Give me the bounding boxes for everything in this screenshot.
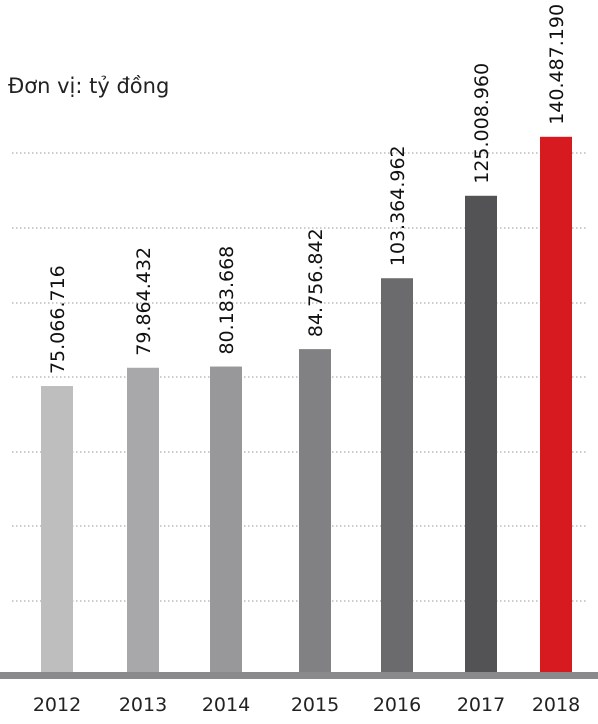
x-axis-labels: 2012 2013 2014 2015 2016 2017 2018 — [33, 694, 580, 716]
bar-2016 — [381, 278, 413, 672]
bar-2013 — [127, 367, 159, 672]
x-tick-label-2018: 2018 — [532, 694, 580, 716]
unit-label: Đơn vị: tỷ đồng — [8, 74, 170, 98]
bar-2014 — [210, 366, 242, 672]
value-label-2016: 103.364.962 — [387, 145, 409, 266]
bars — [41, 136, 572, 672]
x-tick-label-2014: 2014 — [202, 694, 250, 716]
x-tick-label-2012: 2012 — [33, 694, 81, 716]
value-labels: 75.066.716 79.864.432 80.183.668 84.756.842… — [47, 4, 568, 374]
x-axis-baseline — [0, 672, 598, 679]
value-label-2015: 84.756.842 — [305, 228, 327, 337]
bar-2017 — [465, 195, 497, 672]
x-tick-label-2017: 2017 — [457, 694, 505, 716]
value-label-2017: 125.008.960 — [471, 63, 493, 184]
x-tick-label-2015: 2015 — [291, 694, 339, 716]
x-tick-label-2016: 2016 — [373, 694, 421, 716]
x-tick-label-2013: 2013 — [119, 694, 167, 716]
value-label-2013: 79.864.432 — [133, 247, 155, 356]
bar-2015 — [299, 349, 331, 672]
bar-2018 — [540, 136, 572, 672]
value-label-2012: 75.066.716 — [47, 265, 69, 374]
value-label-2014: 80.183.668 — [216, 246, 238, 355]
bar-2012 — [41, 386, 73, 672]
value-label-2018: 140.487.190 — [546, 4, 568, 125]
